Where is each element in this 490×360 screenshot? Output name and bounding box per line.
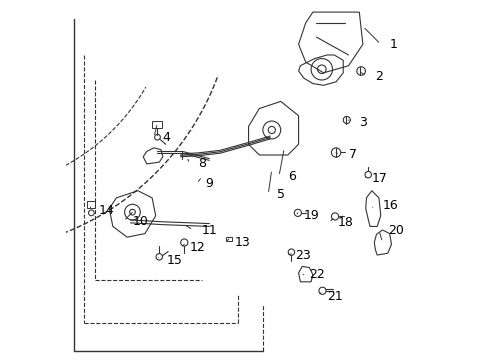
Text: 5: 5 bbox=[277, 188, 285, 201]
Text: 1: 1 bbox=[390, 38, 397, 51]
Text: 16: 16 bbox=[383, 198, 398, 212]
Text: 4: 4 bbox=[163, 131, 171, 144]
FancyBboxPatch shape bbox=[226, 237, 232, 241]
Text: 15: 15 bbox=[167, 254, 182, 267]
Text: 11: 11 bbox=[202, 224, 218, 237]
Text: 20: 20 bbox=[388, 224, 404, 237]
Text: 22: 22 bbox=[309, 268, 325, 281]
Text: 19: 19 bbox=[304, 209, 319, 222]
FancyBboxPatch shape bbox=[152, 121, 163, 128]
Text: 18: 18 bbox=[338, 216, 354, 229]
Text: 8: 8 bbox=[198, 157, 207, 170]
Text: 9: 9 bbox=[206, 177, 214, 190]
Text: 17: 17 bbox=[372, 172, 388, 185]
FancyBboxPatch shape bbox=[88, 201, 96, 207]
Text: 23: 23 bbox=[295, 248, 311, 261]
Text: 3: 3 bbox=[359, 116, 367, 129]
Text: 12: 12 bbox=[190, 241, 205, 255]
Text: 7: 7 bbox=[348, 148, 357, 162]
Text: 21: 21 bbox=[327, 289, 343, 303]
Text: 10: 10 bbox=[132, 215, 148, 228]
Text: 14: 14 bbox=[98, 204, 114, 217]
Text: 6: 6 bbox=[288, 170, 296, 183]
Text: 13: 13 bbox=[234, 236, 250, 249]
Text: 2: 2 bbox=[375, 70, 383, 83]
